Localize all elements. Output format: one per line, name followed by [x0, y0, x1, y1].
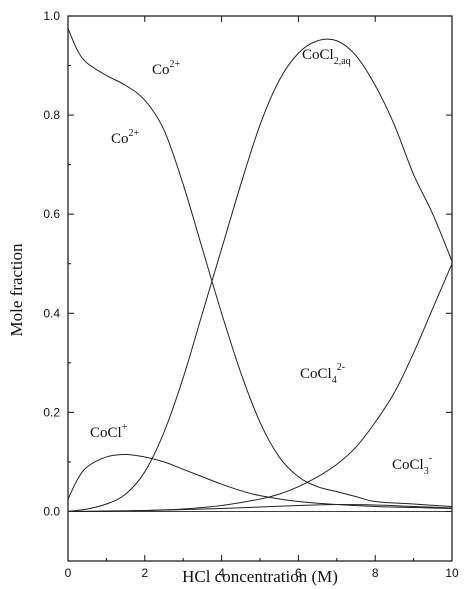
y-tick-label-0.0: 0.0 — [43, 504, 60, 518]
plot-frame — [67, 15, 453, 562]
annotation-co2plus-left: Co2+ — [111, 128, 140, 147]
x-axis-title: HCl concentration (M) — [182, 567, 338, 586]
y-tick-label-0.8: 0.8 — [43, 108, 60, 122]
x-tick-label-6: 6 — [295, 566, 302, 580]
y-axis-title: Mole fraction — [7, 243, 26, 336]
y-tick-label-0.6: 0.6 — [43, 207, 60, 221]
annotation-cocl-plus: CoCl+ — [90, 422, 128, 441]
annotation-cocl3-minus: CoCl3- — [392, 453, 432, 477]
annotation-cocl2aq: CoCl2,aq — [302, 47, 351, 67]
x-tick-label-4: 4 — [218, 566, 225, 580]
x-tick-label-2: 2 — [141, 566, 148, 580]
series-lines — [67, 28, 453, 513]
y-tick-label-0.4: 0.4 — [43, 306, 60, 320]
y-axis-ticks: 0.0 0.2 0.4 0.6 0.8 1.0 — [43, 9, 452, 562]
annotation-cocl4-2minus: CoCl42- — [300, 362, 345, 386]
x-tick-label-0: 0 — [65, 566, 72, 580]
x-tick-label-8: 8 — [372, 566, 379, 580]
series-cocl4-line — [67, 263, 453, 513]
annotation-co2plus-top: Co2+ — [152, 59, 181, 78]
series-coclplus-line — [67, 453, 453, 509]
series-cocl3-line — [67, 504, 453, 512]
x-axis-ticks: 0 2 4 6 8 10 — [65, 16, 459, 580]
x-tick-label-10: 10 — [445, 566, 459, 580]
series-co2plus-line — [67, 28, 453, 507]
y-tick-label-1.0: 1.0 — [43, 9, 60, 23]
series-cocl2aq-line — [67, 38, 453, 512]
y-tick-label-0.2: 0.2 — [43, 405, 60, 419]
